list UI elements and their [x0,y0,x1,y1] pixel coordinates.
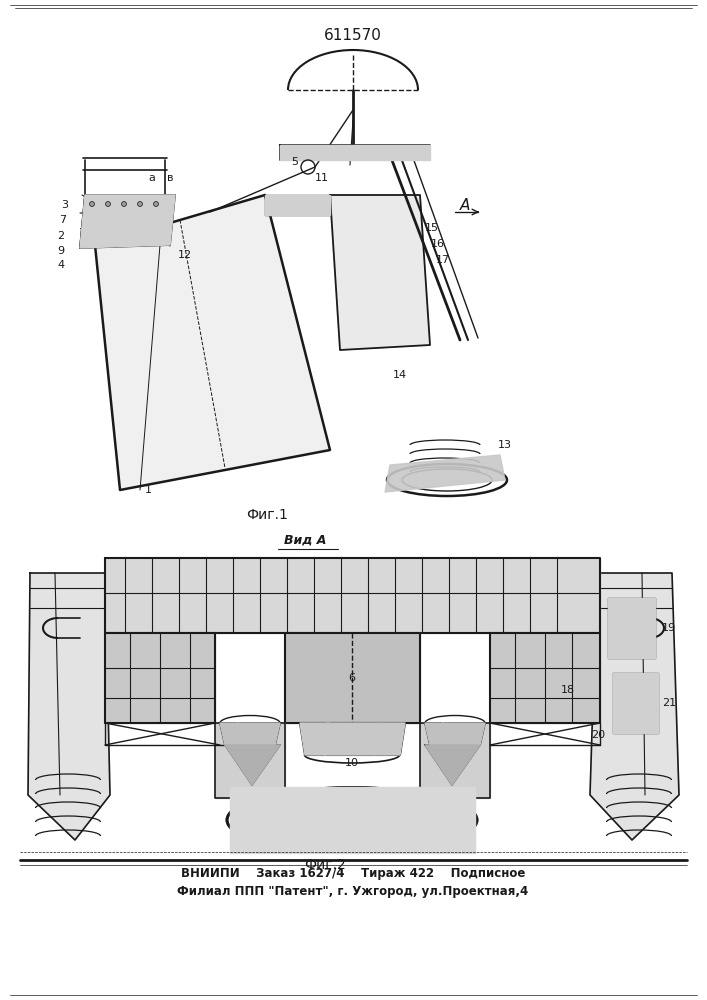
Polygon shape [220,723,280,745]
Text: 1: 1 [144,485,151,495]
Circle shape [122,202,127,207]
Polygon shape [420,723,490,798]
Polygon shape [608,598,655,658]
Polygon shape [330,195,430,350]
Text: Фиг.1: Фиг.1 [246,508,288,522]
Text: А: А [460,198,470,213]
Polygon shape [590,573,679,840]
Polygon shape [80,195,175,248]
Text: 5: 5 [291,157,298,167]
Text: 19: 19 [662,623,676,633]
Text: в: в [167,173,173,183]
Polygon shape [105,633,215,723]
Text: 3: 3 [62,200,69,210]
Polygon shape [265,195,330,215]
Text: 11: 11 [315,173,329,183]
Text: 16: 16 [431,239,445,249]
Text: а: а [148,173,156,183]
Text: 15: 15 [425,223,439,233]
Polygon shape [28,573,110,840]
Text: 12: 12 [178,250,192,260]
Polygon shape [425,745,480,785]
Circle shape [105,202,110,207]
Polygon shape [230,787,475,853]
Polygon shape [215,723,285,798]
Text: 20: 20 [591,730,605,740]
Polygon shape [285,633,420,723]
Text: 13: 13 [498,440,512,450]
Polygon shape [225,745,280,785]
Text: 17: 17 [436,255,450,265]
Text: Фиг.2: Фиг.2 [304,858,346,872]
Circle shape [153,202,158,207]
Text: 21: 21 [662,698,676,708]
Circle shape [137,202,143,207]
Polygon shape [425,723,485,745]
Polygon shape [385,455,505,492]
Polygon shape [105,558,600,633]
Text: 6: 6 [349,673,356,683]
Polygon shape [490,633,600,723]
Text: Филиал ППП "Патент", г. Ужгород, ул.Проектная,4: Филиал ППП "Патент", г. Ужгород, ул.Прое… [177,886,529,898]
Text: Вид А: Вид А [284,534,326,546]
Text: 14: 14 [393,370,407,380]
Text: 611570: 611570 [324,27,382,42]
Polygon shape [613,673,658,733]
Text: 10: 10 [345,758,359,768]
Circle shape [90,202,95,207]
Polygon shape [300,723,405,755]
Text: 18: 18 [561,685,575,695]
Text: ВНИИПИ    Заказ 1627/4    Тираж 422    Подписное: ВНИИПИ Заказ 1627/4 Тираж 422 Подписное [181,866,525,880]
Text: 9: 9 [57,246,64,256]
Text: 7: 7 [59,215,66,225]
Text: 2: 2 [57,231,64,241]
Text: 4: 4 [57,260,64,270]
Polygon shape [95,195,330,490]
Polygon shape [280,145,430,160]
